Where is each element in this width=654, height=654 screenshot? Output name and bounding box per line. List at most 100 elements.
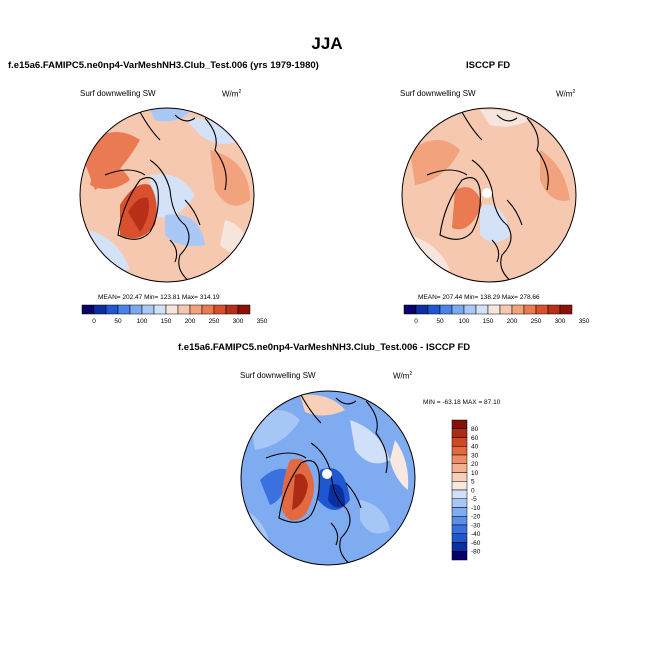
- diff-colorbar-tick-label: -10: [471, 505, 481, 512]
- diff-coastlines: [265, 394, 388, 565]
- obs-colorbar-box: [439, 304, 453, 315]
- obs-field-patch: [410, 140, 460, 185]
- diff-colorbar-box: [451, 463, 468, 473]
- model-colorbar-box: [237, 304, 251, 315]
- obs-panel-title: ISCCP FD: [466, 60, 511, 71]
- diff-field-patch: [260, 468, 290, 505]
- diff-stats: MIN = -63.18 MAX = 87.10: [423, 399, 501, 406]
- diff-field-patch: [350, 420, 390, 464]
- model-units: W/m2: [222, 89, 242, 99]
- diff-panel-title: f.e15a6.FAMIPC5.ne0np4-VarMeshNH3.Club_T…: [178, 342, 471, 353]
- model-colorbar-box: [117, 304, 131, 315]
- diff-colorbar-tick-label: -60: [471, 540, 481, 547]
- obs-colorbar-tick-label: 0: [414, 318, 418, 325]
- model-colorbar-box: [93, 304, 107, 315]
- obs-coastline: [461, 111, 549, 191]
- model-colorbar-box: [105, 304, 119, 315]
- obs-colorbar-tick-label: 150: [483, 318, 494, 325]
- model-field-patch: [185, 117, 240, 144]
- diff-coastline: [278, 460, 320, 523]
- diff-field-patch: [360, 500, 390, 534]
- diff-units: W/m2: [393, 371, 413, 381]
- diff-colorbar-box: [451, 481, 468, 491]
- diff-field-patch: [390, 440, 409, 490]
- diff-colorbar-box: [451, 428, 468, 438]
- diff-colorbar-box: [451, 542, 468, 552]
- diff-coastline: [330, 482, 362, 546]
- diff-field-patch: [292, 473, 308, 510]
- obs-coastline: [426, 159, 513, 282]
- model-field-patch: [165, 214, 205, 247]
- diff-colorbar-box: [451, 551, 468, 561]
- obs-colorbar-box: [559, 304, 573, 315]
- model-colorbar-box: [189, 304, 203, 315]
- model-coastline: [104, 159, 191, 282]
- model-colorbar-tick-label: 350: [257, 318, 268, 325]
- obs-coastline: [439, 177, 481, 240]
- model-coastlines: [104, 111, 227, 282]
- model-colorbar-tick-label: 50: [114, 318, 122, 325]
- obs-pole-hole: [482, 188, 492, 198]
- diff-colorbar-tick-label: 40: [471, 444, 479, 451]
- diff-colorbar-box: [451, 446, 468, 456]
- obs-colorbar-box: [475, 304, 489, 315]
- obs-map: [402, 108, 576, 282]
- model-coastline: [139, 111, 227, 191]
- model-colorbar-box: [165, 304, 179, 315]
- diff-pole-hole: [322, 469, 332, 479]
- model-field-patch: [150, 108, 190, 122]
- obs-colorbar-box: [535, 304, 549, 315]
- obs-colorbar-tick-label: 50: [436, 318, 444, 325]
- diff-coastline: [265, 442, 352, 565]
- model-colorbar-box: [177, 304, 191, 315]
- obs-field-patch: [480, 109, 530, 127]
- model-colorbar-tick-label: 300: [233, 318, 244, 325]
- obs-colorbar-box: [487, 304, 501, 315]
- diff-variable-label: Surf downwelling SW: [240, 371, 316, 380]
- diff-colorbar-box: [451, 489, 468, 499]
- diff-colorbar-box: [451, 498, 468, 508]
- obs-variable-label: Surf downwelling SW: [400, 89, 476, 98]
- obs-colorbar-box: [511, 304, 525, 315]
- diff-colorbar-box: [451, 533, 468, 543]
- obs-colorbar-tick-label: 350: [579, 318, 590, 325]
- model-variable-label: Surf downwelling SW: [80, 89, 156, 98]
- model-coastline: [117, 177, 159, 240]
- diff-colorbar-tick-label: 5: [471, 479, 475, 486]
- diff-colorbar-box: [451, 437, 468, 447]
- obs-coastlines: [426, 111, 549, 282]
- obs-colorbar-tick-label: 250: [531, 318, 542, 325]
- diff-colorbar-tick-label: -5: [471, 496, 477, 503]
- diff-colorbar-tick-label: -80: [471, 549, 481, 556]
- model-colorbar-box: [201, 304, 215, 315]
- obs-field-patch: [452, 187, 482, 230]
- model-coastline: [169, 199, 201, 263]
- model-colorbar-box: [129, 304, 143, 315]
- model-field-patch: [128, 197, 149, 232]
- diff-colorbar-tick-label: -20: [471, 514, 481, 521]
- model-colorbar-box: [141, 304, 155, 315]
- diff-colorbar-box: [451, 516, 468, 526]
- model-map-border: [79, 107, 255, 283]
- diff-colorbar-box: [451, 419, 468, 429]
- diff-colorbar-box: [451, 524, 468, 534]
- diff-colorbar-tick-label: -30: [471, 522, 481, 529]
- model-colorbar-tick-label: 150: [161, 318, 172, 325]
- diff-colorbar-tick-label: 30: [471, 452, 479, 459]
- model-field-patch: [210, 150, 250, 206]
- obs-colorbar-box: [463, 304, 477, 315]
- diff-colorbar-box: [451, 454, 468, 464]
- diff-colorbar-tick-label: 80: [471, 426, 479, 433]
- model-colorbar-box: [153, 304, 167, 315]
- model-field-patch: [150, 174, 195, 218]
- obs-colorbar-box: [523, 304, 537, 315]
- diff-colorbar-tick-label: -40: [471, 531, 481, 538]
- obs-colorbar-tick-label: 300: [555, 318, 566, 325]
- obs-map-border: [401, 107, 577, 283]
- obs-colorbar-box: [499, 304, 513, 315]
- model-colorbar-tick-label: 250: [209, 318, 220, 325]
- diff-colorbar-box: [451, 507, 468, 517]
- model-colorbar: 0 50 100 150 200 250 300 350: [81, 304, 268, 325]
